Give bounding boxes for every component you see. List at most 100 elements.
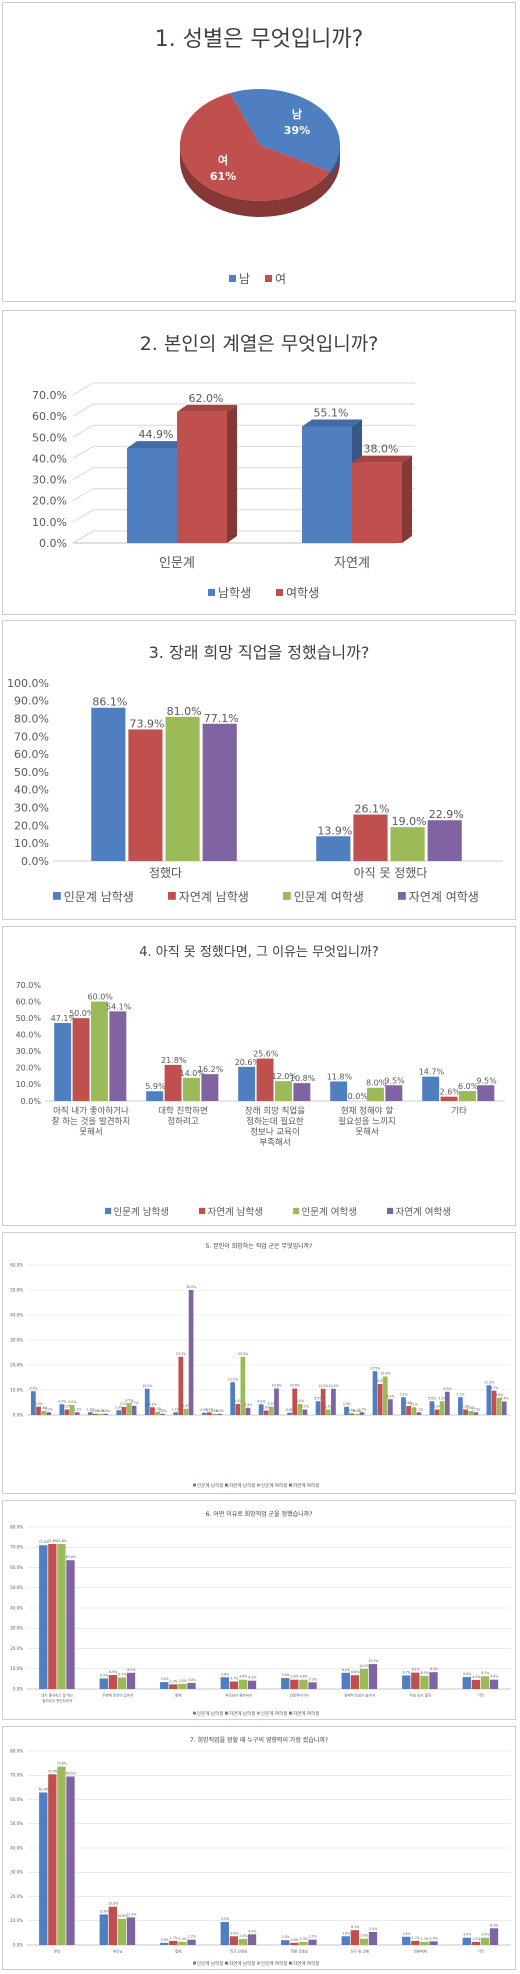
chart-7-title: 7. 희망직업을 정할 때 누구의 영향력이 가장 컸습니까?	[189, 1737, 329, 1744]
bar	[183, 1408, 189, 1415]
data-label: 54.1%	[106, 1002, 132, 1011]
y-tick-label: 50.0%	[10, 1287, 23, 1292]
data-label: 5.4%	[369, 1927, 377, 1931]
data-label: 4.7%	[125, 1398, 133, 1402]
y-tick-label: 40.0%	[14, 784, 49, 797]
data-label: 6.7%	[403, 1670, 411, 1674]
bar	[491, 1390, 497, 1415]
data-label: 12.0%	[271, 1072, 297, 1081]
bar	[275, 1081, 292, 1101]
legend-swatch	[289, 1483, 292, 1487]
y-tick-label: 10.0%	[16, 1080, 42, 1089]
x-category-label: 안정적이어서	[290, 1693, 309, 1698]
data-label: 9.5%	[29, 1386, 37, 1390]
data-label: 1.3%	[154, 1407, 162, 1411]
data-label: 6.9%	[490, 1923, 498, 1927]
bar	[308, 1682, 317, 1689]
data-label: 4.3%	[58, 1399, 66, 1403]
data-label: 0.5%	[216, 1409, 224, 1413]
data-label: 3.3%	[343, 1402, 351, 1406]
bar	[429, 1941, 438, 1945]
data-label: 9.5%	[384, 1076, 405, 1085]
pie-side	[180, 145, 340, 217]
bar	[235, 1404, 241, 1415]
chart-4-panel: 4. 아직 못 정했다면, 그 이유는 무엇입니까? 0.0% 10.0% 20.0…	[2, 926, 516, 1226]
bar	[354, 1414, 360, 1415]
bar	[489, 1679, 499, 1689]
y-tick-label: 30.0%	[32, 474, 67, 487]
x-category-label: 일이라고 판단되어서	[42, 1698, 72, 1703]
data-label: 13.1%	[228, 1377, 238, 1381]
bar	[429, 1672, 438, 1689]
data-label: 62.9%	[39, 1787, 49, 1791]
data-label: 8.0%	[342, 1668, 350, 1672]
data-label: 6.5%	[421, 1671, 429, 1675]
bar	[245, 1407, 251, 1415]
bar	[74, 1412, 80, 1415]
x-category-label: 잘 하는 것을 발견하지	[52, 1116, 131, 1127]
bar	[434, 1409, 440, 1415]
data-label: 0.9%	[200, 1408, 208, 1412]
data-label: 12.3%	[368, 1659, 378, 1663]
data-label: 2.5%	[182, 1404, 190, 1408]
data-label: 1.1%	[45, 1407, 53, 1411]
y-tick-label: 30.0%	[10, 1337, 23, 1342]
bar	[256, 1058, 274, 1101]
bar	[91, 1001, 108, 1101]
legend-label: 자연계 여학생	[293, 1710, 319, 1717]
legend-swatch	[225, 1483, 228, 1487]
x-category-label: 현재 정해야 할	[341, 1106, 394, 1117]
bar	[238, 1679, 248, 1689]
data-label: 0.5%	[97, 1409, 105, 1413]
data-label: 73.6%	[57, 1762, 67, 1766]
legend-label: 남	[239, 272, 250, 286]
chart-3-panel: 3. 장래 희망 직업을 정했습니까? 0.0% 10.0% 20.0% 30.0% 4…	[2, 620, 516, 920]
bar	[99, 1914, 108, 1945]
bar	[330, 1081, 348, 1101]
data-label: 5.4%	[282, 1673, 290, 1677]
bar	[64, 1409, 70, 1415]
bar	[299, 1941, 308, 1945]
data-label: 8.0%	[366, 1079, 387, 1088]
y-tick-label: 40.0%	[16, 1031, 42, 1040]
data-label: 4.6%	[300, 1675, 308, 1679]
legend-swatch	[398, 892, 406, 900]
data-label: 5.5%	[314, 1396, 322, 1400]
x-category-label: 형제	[175, 1949, 181, 1954]
data-label: 2.2%	[188, 1935, 196, 1939]
bar	[48, 1774, 57, 1945]
bar	[202, 723, 237, 861]
data-label: 6.0%	[458, 1082, 479, 1091]
x-category-label: 정보나 교육이	[250, 1127, 300, 1138]
data-label: 6.9%	[109, 1670, 117, 1674]
legend-swatch	[225, 1711, 228, 1715]
data-label: 4.1%	[248, 1676, 256, 1680]
legend-label: 인문계 여학생	[302, 1206, 357, 1218]
bar	[359, 1938, 369, 1945]
data-label: 1.1%	[472, 1407, 480, 1411]
data-label: 44.9%	[139, 428, 174, 441]
data-label: 14.7%	[419, 1068, 445, 1077]
data-label: 4.3%	[257, 1399, 265, 1403]
data-label: 50.0%	[69, 1009, 95, 1018]
legend-swatch	[257, 1483, 260, 1487]
bar	[201, 1412, 207, 1415]
bar	[72, 1018, 90, 1101]
data-label: 25.6%	[253, 1050, 279, 1059]
data-label: 60.0%	[87, 993, 113, 1002]
bar	[206, 1412, 212, 1415]
data-label: 4.4%	[296, 1399, 304, 1403]
data-label: 0.5%	[92, 1409, 100, 1413]
chart-6-panel: 6. 어떤 이유로 희망직업 군을 정했습니까? 0.0% 10.0% 20.0% 3…	[2, 1500, 516, 1720]
bar	[292, 1388, 298, 1415]
bar	[473, 1412, 479, 1415]
y-tick-label: 80.0%	[10, 1748, 23, 1753]
data-label: 3.3%	[35, 1402, 43, 1406]
data-label: 22.9%	[429, 808, 464, 821]
data-label: 5.5%	[428, 1396, 436, 1400]
data-label: 11.9%	[484, 1380, 494, 1384]
bar-top	[352, 455, 412, 463]
bar	[229, 1936, 239, 1945]
bar	[98, 1413, 103, 1415]
chart-5-bars: 0.0% 10.0% 20.0% 30.0% 40.0% 50.0% 60.0% 9.5% 3.…	[10, 1262, 511, 1489]
